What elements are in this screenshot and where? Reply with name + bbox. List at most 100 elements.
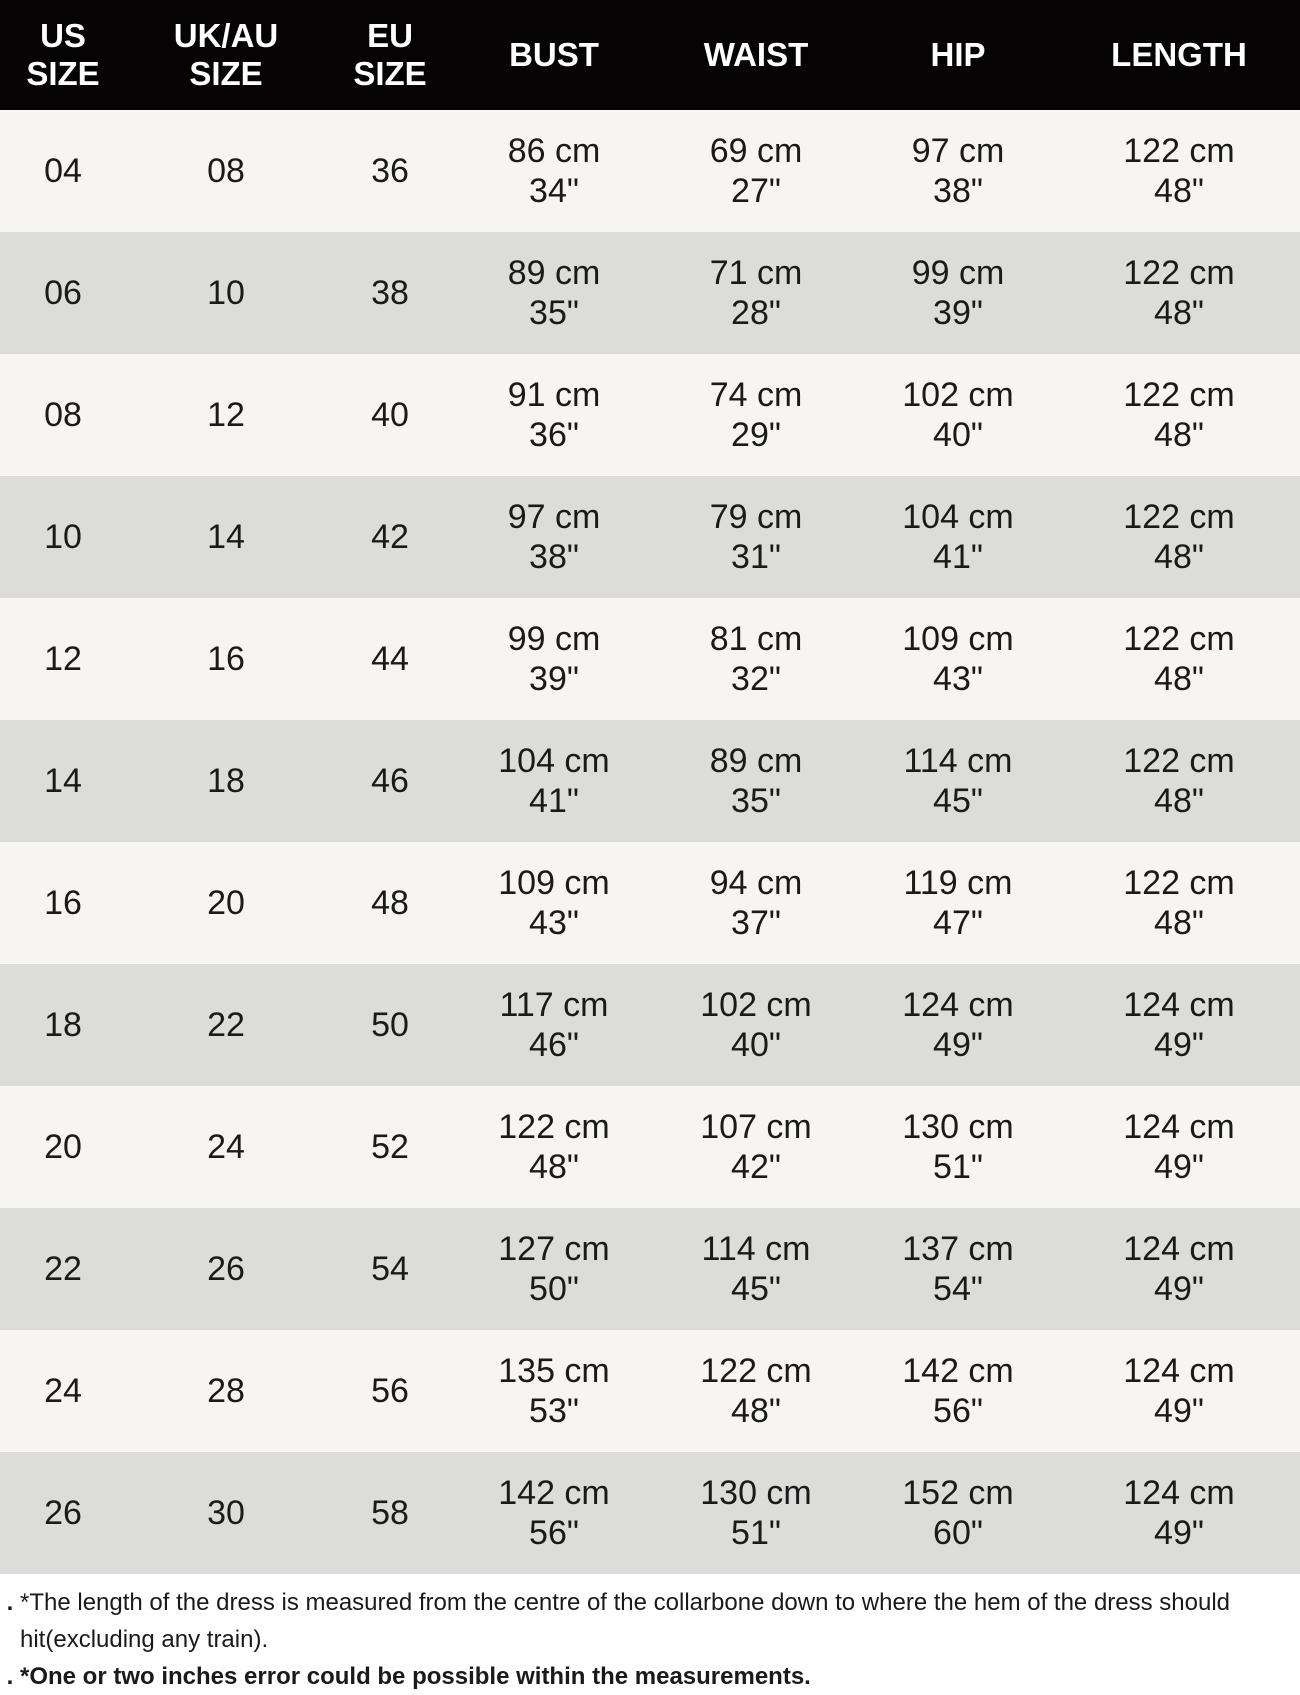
value-cm: 124 cm [1123,1230,1235,1268]
value-cm: 142 cm [498,1474,610,1512]
header-row: US SIZE UK/AU SIZE EU SIZE BUST WAIST HIP LENGTH [0,0,1300,110]
value-cm: 124 cm [902,986,1014,1024]
value-inches: 42" [731,1148,781,1186]
value-inches: 43" [933,660,983,698]
value-inches: 35" [529,294,579,332]
value-inches: 49" [1154,1026,1204,1064]
cell-eu-size: 46 [326,720,454,842]
value-inches: 39" [529,660,579,698]
value-cm: 122 cm [1123,254,1235,292]
value-inches: 51" [933,1148,983,1186]
value-inches: 60" [933,1514,983,1552]
cell-us-size: 06 [0,232,126,354]
cell-waist: 81 cm 32" [654,598,858,720]
value-inches: 29" [731,416,781,454]
table-row: 06 10 38 89 cm 35" 71 cm 28" 99 cm 39" 122 cm 48" [0,232,1300,354]
cell-length: 124 cm 49" [1058,1208,1300,1330]
footnote: . *The length of the dress is measured fr… [0,1584,1300,1658]
value-cm: 97 cm [911,132,1005,170]
bullet-icon: . [6,1663,14,1690]
value-inches: 56" [933,1392,983,1430]
value-cm: 107 cm [700,1108,812,1146]
value-inches: 40" [933,416,983,454]
value-inches: 48" [1154,172,1204,210]
value-cm: 122 cm [1123,376,1235,414]
cell-hip: 130 cm 51" [858,1086,1058,1208]
value-cm: 81 cm [709,620,803,658]
header-text: UK/AU [173,17,279,54]
value-cm: 124 cm [1123,1352,1235,1390]
cell-length: 124 cm 49" [1058,1086,1300,1208]
cell-eu-size: 42 [326,476,454,598]
cell-eu-size: 40 [326,354,454,476]
header-text: BUST [509,36,599,73]
table-row: 14 18 46 104 cm 41" 89 cm 35" 114 cm 45" 122 cm 48… [0,720,1300,842]
cell-length: 124 cm 49" [1058,1330,1300,1452]
value-inches: 48" [1154,660,1204,698]
value-inches: 53" [529,1392,579,1430]
header-text: LENGTH [1111,36,1247,73]
cell-uk-au-size: 26 [126,1208,326,1330]
value-inches: 54" [933,1270,983,1308]
bullet-icon: . [6,1589,14,1616]
column-header-us-size: US SIZE [0,0,126,110]
value-inches: 45" [933,782,983,820]
cell-waist: 122 cm 48" [654,1330,858,1452]
value-cm: 122 cm [1123,498,1235,536]
value-cm: 124 cm [1123,1108,1235,1146]
value-cm: 71 cm [709,254,803,292]
cell-eu-size: 58 [326,1452,454,1574]
header-text: SIZE [26,55,100,92]
table-row: 26 30 58 142 cm 56" 130 cm 51" 152 cm 60" 124 cm 4… [0,1452,1300,1574]
cell-length: 122 cm 48" [1058,598,1300,720]
value-cm: 109 cm [498,864,610,902]
value-inches: 41" [529,782,579,820]
cell-us-size: 04 [0,110,126,232]
cell-waist: 71 cm 28" [654,232,858,354]
value-inches: 35" [731,782,781,820]
value-inches: 48" [1154,416,1204,454]
value-inches: 49" [933,1026,983,1064]
value-cm: 89 cm [709,742,803,780]
cell-us-size: 08 [0,354,126,476]
cell-us-size: 20 [0,1086,126,1208]
value-cm: 122 cm [1123,864,1235,902]
value-cm: 122 cm [1123,620,1235,658]
value-cm: 114 cm [903,742,1013,780]
cell-hip: 152 cm 60" [858,1452,1058,1574]
cell-us-size: 10 [0,476,126,598]
value-inches: 38" [529,538,579,576]
value-inches: 38" [933,172,983,210]
cell-bust: 97 cm 38" [454,476,654,598]
footnotes: . *The length of the dress is measured fr… [0,1574,1300,1695]
cell-uk-au-size: 10 [126,232,326,354]
cell-length: 122 cm 48" [1058,354,1300,476]
value-inches: 48" [1154,294,1204,332]
value-inches: 39" [933,294,983,332]
column-header-waist: WAIST [654,0,858,110]
cell-us-size: 16 [0,842,126,964]
value-cm: 79 cm [709,498,803,536]
value-inches: 31" [731,538,781,576]
cell-eu-size: 56 [326,1330,454,1452]
value-cm: 142 cm [902,1352,1014,1390]
cell-eu-size: 54 [326,1208,454,1330]
cell-length: 122 cm 48" [1058,476,1300,598]
cell-uk-au-size: 08 [126,110,326,232]
value-cm: 124 cm [1123,986,1235,1024]
cell-hip: 119 cm 47" [858,842,1058,964]
header-text: SIZE [189,55,263,92]
cell-us-size: 18 [0,964,126,1086]
header-text: US [40,17,86,54]
value-inches: 32" [731,660,781,698]
value-inches: 47" [933,904,983,942]
value-cm: 86 cm [507,132,601,170]
cell-eu-size: 50 [326,964,454,1086]
cell-length: 122 cm 48" [1058,232,1300,354]
value-inches: 49" [1154,1514,1204,1552]
value-cm: 99 cm [507,620,601,658]
value-inches: 49" [1154,1392,1204,1430]
value-cm: 104 cm [902,498,1014,536]
value-inches: 48" [1154,538,1204,576]
cell-bust: 89 cm 35" [454,232,654,354]
